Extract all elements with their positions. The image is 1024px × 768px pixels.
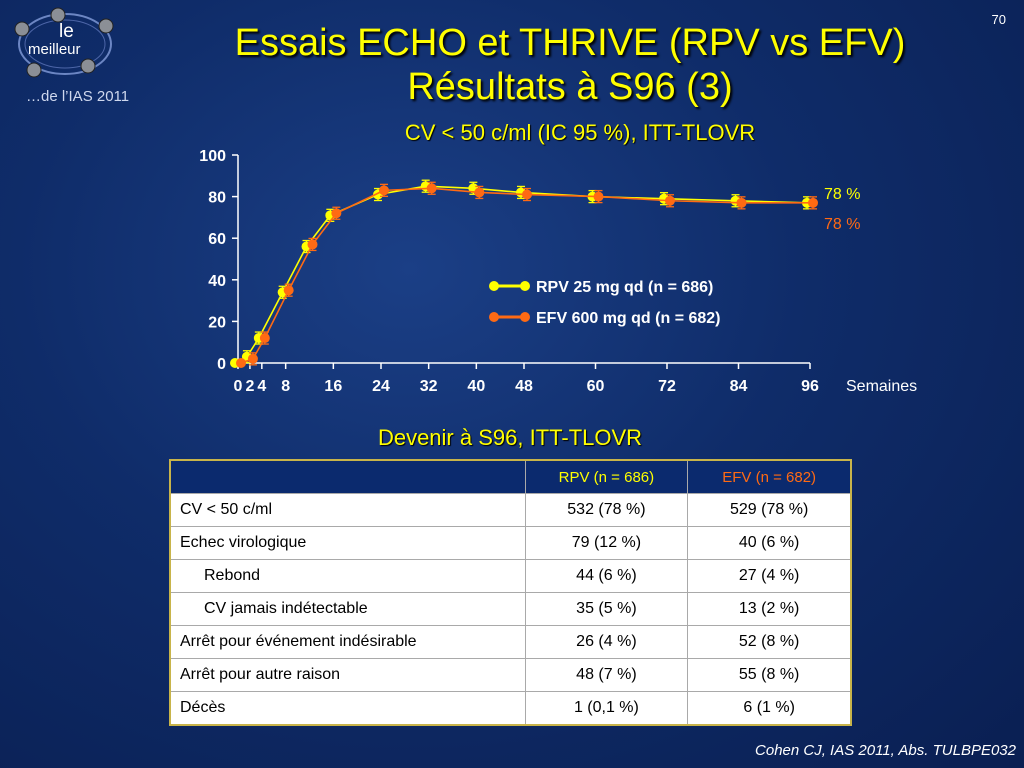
table-cell: 27 (4 %) xyxy=(687,559,852,593)
x-tick-label: 60 xyxy=(587,378,605,395)
table-cell: 1 (0,1 %) xyxy=(524,691,689,726)
series-line-0 xyxy=(234,185,808,364)
legend-marker xyxy=(489,312,499,322)
legend-marker xyxy=(520,281,530,291)
data-point xyxy=(283,285,294,296)
y-tick-label: 0 xyxy=(217,356,226,373)
data-point xyxy=(331,208,342,219)
table-cell: 532 (78 %) xyxy=(524,493,689,527)
data-point xyxy=(593,191,604,202)
table-cell: CV jamais indétectable xyxy=(169,592,526,626)
y-tick-label: 80 xyxy=(208,190,226,207)
data-point xyxy=(259,333,270,344)
table-cell: 13 (2 %) xyxy=(687,592,852,626)
table-header-row: RPV (n = 686) EFV (n = 682) xyxy=(169,459,852,494)
data-point xyxy=(247,353,258,364)
data-point xyxy=(379,185,389,196)
table-cell: 529 (78 %) xyxy=(687,493,852,527)
table-row: CV jamais indétectable 35 (5 %) 13 (2 %) xyxy=(169,592,852,626)
y-tick-label: 100 xyxy=(199,148,226,165)
table-cell: Arrêt pour autre raison xyxy=(169,658,526,692)
table-cell: Arrêt pour événement indésirable xyxy=(169,625,526,659)
x-tick-label: 4 xyxy=(257,378,266,395)
data-point xyxy=(426,183,437,194)
table-cell: 35 (5 %) xyxy=(524,592,689,626)
x-tick-label: 96 xyxy=(801,378,819,395)
data-point xyxy=(474,187,485,198)
x-tick-label: 84 xyxy=(730,378,748,395)
logo-meilleur: meilleur xyxy=(28,41,81,58)
table-cell: 6 (1 %) xyxy=(687,691,852,726)
y-tick-label: 40 xyxy=(208,273,226,290)
logo-rings-icon xyxy=(14,7,114,78)
data-point xyxy=(736,197,747,208)
table-cell: 26 (4 %) xyxy=(524,625,689,659)
footnote: Cohen CJ, IAS 2011, Abs. TULBPE032 xyxy=(755,742,1016,759)
x-tick-label: 0 xyxy=(234,378,243,395)
legend-label: RPV 25 mg qd (n = 686) xyxy=(536,279,713,296)
x-tick-label: 8 xyxy=(281,378,290,395)
table-cell: 79 (12 %) xyxy=(524,526,689,560)
x-tick-label: 32 xyxy=(420,378,438,395)
table-row: Rebond 44 (6 %) 27 (4 %) xyxy=(169,559,852,593)
table-title: Devenir à S96, ITT-TLOVR xyxy=(377,425,643,450)
data-point xyxy=(522,189,532,200)
x-axis-label: Semaines xyxy=(846,378,917,395)
x-tick-label: 40 xyxy=(467,378,485,395)
series-line-1 xyxy=(240,187,813,364)
table-row: CV < 50 c/ml 532 (78 %) 529 (78 %) xyxy=(169,493,852,527)
table-header-cell: EFV (n = 682) xyxy=(687,459,852,494)
x-tick-label: 72 xyxy=(658,378,676,395)
table-cell: Rebond xyxy=(169,559,526,593)
table-row: Echec virologique 79 (12 %) 40 (6 %) xyxy=(169,526,852,560)
data-point xyxy=(808,197,818,208)
table-cell: Echec virologique xyxy=(169,526,526,560)
logo-subtitle: …de l’IAS 2011 xyxy=(26,88,130,105)
x-tick-label: 16 xyxy=(324,378,342,395)
logo: le meilleur …de l’IAS 2011 xyxy=(6,4,136,105)
end-label-0: 78 % xyxy=(824,186,860,203)
table-header-cell xyxy=(169,459,526,494)
table-cell: Décès xyxy=(169,691,526,726)
x-tick-label: 24 xyxy=(372,378,390,395)
legend-marker xyxy=(520,312,530,322)
table-cell: 48 (7 %) xyxy=(524,658,689,692)
y-tick-label: 20 xyxy=(208,314,226,331)
chart-title: CV < 50 c/ml (IC 95 %), ITT-TLOVR xyxy=(404,120,756,145)
slide-title-line2: Résultats à S96 (3) xyxy=(407,66,733,108)
table-cell: CV < 50 c/ml xyxy=(169,493,526,527)
table-row: Arrêt pour événement indésirable 26 (4 %)… xyxy=(169,625,852,659)
table-row: Décès 1 (0,1 %) 6 (1 %) xyxy=(169,691,852,726)
table-cell: 40 (6 %) xyxy=(687,526,852,560)
table-row: Arrêt pour autre raison 48 (7 %) 55 (8 %) xyxy=(169,658,852,692)
data-point xyxy=(236,358,246,368)
table-cell: 55 (8 %) xyxy=(687,658,852,692)
table-header-cell: RPV (n = 686) xyxy=(524,459,689,494)
legend-marker xyxy=(489,281,499,291)
data-point xyxy=(665,195,675,206)
end-label-1: 78 % xyxy=(824,216,860,233)
x-tick-label: 48 xyxy=(515,378,533,395)
table-cell: 52 (8 %) xyxy=(687,625,852,659)
slide-title-line1: Essais ECHO et THRIVE (RPV vs EFV) xyxy=(234,22,906,64)
legend-label: EFV 600 mg qd (n = 682) xyxy=(536,310,721,327)
y-tick-label: 60 xyxy=(208,231,226,248)
page-number: 70 xyxy=(991,12,1006,27)
logo-le: le xyxy=(59,21,74,42)
table-cell: 44 (6 %) xyxy=(524,559,689,593)
x-tick-label: 2 xyxy=(245,378,254,395)
data-point xyxy=(307,239,318,250)
outcomes-table: RPV (n = 686) EFV (n = 682) CV < 50 c/ml 53… xyxy=(169,459,852,726)
